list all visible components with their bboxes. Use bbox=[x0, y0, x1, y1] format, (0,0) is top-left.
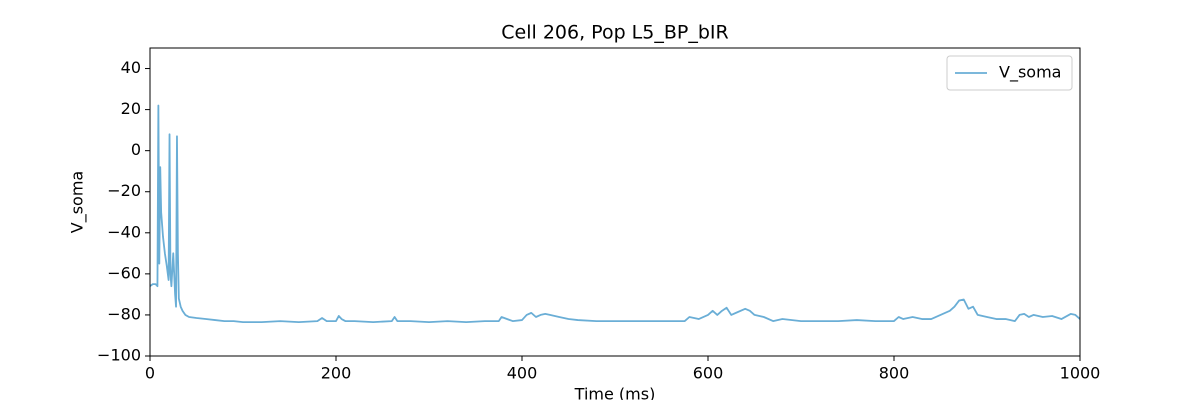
legend-box bbox=[946, 55, 1073, 91]
legend-label: V_soma bbox=[999, 63, 1061, 83]
x-tick-label: 800 bbox=[879, 364, 910, 383]
x-tick-label: 400 bbox=[507, 364, 538, 383]
y-tick-label: −80 bbox=[107, 304, 141, 323]
x-tick-label: 0 bbox=[145, 364, 155, 383]
x-tick-label: 200 bbox=[321, 364, 352, 383]
axes-frame bbox=[149, 47, 1081, 357]
y-tick-label: −60 bbox=[107, 263, 141, 282]
x-tick-label: 600 bbox=[693, 364, 724, 383]
y-tick-label: −40 bbox=[107, 222, 141, 241]
y-tick-label: 40 bbox=[121, 58, 141, 77]
y-tick-label: −100 bbox=[97, 346, 141, 365]
x-tick-label: 1000 bbox=[1060, 364, 1101, 383]
x-axis-label: Time (ms) bbox=[574, 385, 656, 400]
y-tick-label: −20 bbox=[107, 181, 141, 200]
chart-title: Cell 206, Pop L5_BP_bIR bbox=[501, 22, 728, 44]
y-tick-label: 0 bbox=[131, 140, 141, 159]
y-axis-label: V_soma bbox=[68, 171, 88, 233]
y-tick-label: 20 bbox=[121, 99, 141, 118]
data-line bbox=[149, 104, 1081, 324]
